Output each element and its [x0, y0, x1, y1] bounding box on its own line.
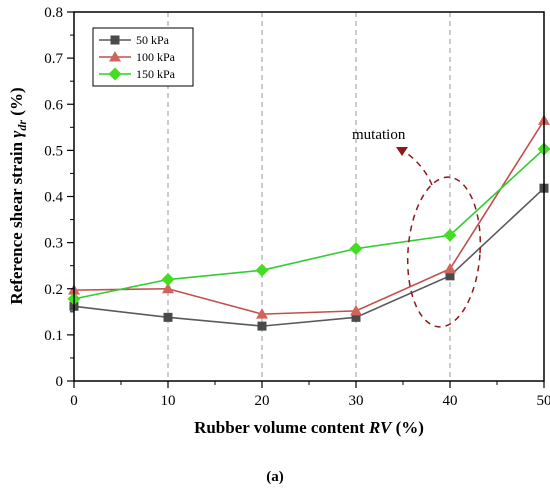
series-line-100-kpa — [73, 119, 545, 315]
mutation-ellipse — [406, 176, 482, 328]
legend: 50 kPa 100 kPa 150 kPa — [92, 27, 194, 87]
legend-label-50-kpa: 50 kPa — [136, 33, 170, 47]
x-tick-label: 10 — [161, 393, 176, 409]
y-tick-label: 0.1 — [44, 328, 63, 344]
data-point-50-kpa — [351, 312, 361, 322]
x-tick-label: 0 — [70, 393, 78, 409]
grid — [167, 12, 451, 381]
y-tick-label: 0.8 — [44, 5, 63, 21]
y-tick-label: 0.3 — [44, 236, 63, 252]
series-line-150-kpa — [73, 148, 545, 300]
legend-marker-100-kpa — [109, 51, 121, 62]
series-line-50-kpa — [73, 187, 545, 327]
legend-label-150-kpa: 150 kPa — [136, 67, 176, 81]
panel-label: (a) — [266, 469, 284, 485]
x-tick-label: 40 — [443, 393, 458, 409]
series-layer — [67, 114, 550, 331]
x-tick-label: 50 — [537, 393, 550, 409]
y-tick-label: 0.6 — [44, 97, 63, 113]
x-tick-label: 20 — [255, 393, 270, 409]
y-tick-label: 0.5 — [44, 143, 63, 159]
data-point-50-kpa — [163, 312, 173, 322]
data-point-50-kpa — [257, 321, 267, 331]
y-tick-label: 0.2 — [44, 282, 63, 298]
x-axis-title: Rubber volume content RV (%) — [194, 418, 424, 437]
legend-label-100-kpa: 100 kPa — [136, 50, 176, 64]
y-axis-title: Reference shear strain γdr (%) — [7, 87, 29, 304]
data-point-100-kpa — [350, 304, 362, 316]
mutation-arrow-head — [396, 147, 408, 156]
y-tick-label: 0.4 — [44, 190, 63, 206]
data-point-50-kpa — [445, 271, 455, 281]
data-point-150-kpa — [255, 263, 269, 277]
data-point-150-kpa — [349, 242, 363, 256]
x-tick-label: 30 — [349, 393, 364, 409]
mutation-label: mutation — [352, 127, 406, 143]
data-point-100-kpa — [162, 282, 174, 294]
data-point-150-kpa — [443, 228, 457, 242]
legend-marker-150-kpa — [108, 67, 122, 81]
data-point-100-kpa — [256, 308, 268, 319]
axes: 0 10 20 30 40 50 0 0.1 0.2 0.3 0.4 0.5 0.6 0.7 0.8 — [44, 5, 550, 409]
y-tick-label: 0.7 — [44, 51, 63, 67]
data-point-150-kpa — [161, 273, 175, 287]
mutation-arrow-line — [401, 149, 433, 186]
annotation: mutation — [352, 127, 482, 328]
y-tick-label: 0 — [56, 374, 64, 390]
legend-marker-50-kpa — [110, 35, 120, 45]
data-point-100-kpa — [444, 262, 456, 274]
